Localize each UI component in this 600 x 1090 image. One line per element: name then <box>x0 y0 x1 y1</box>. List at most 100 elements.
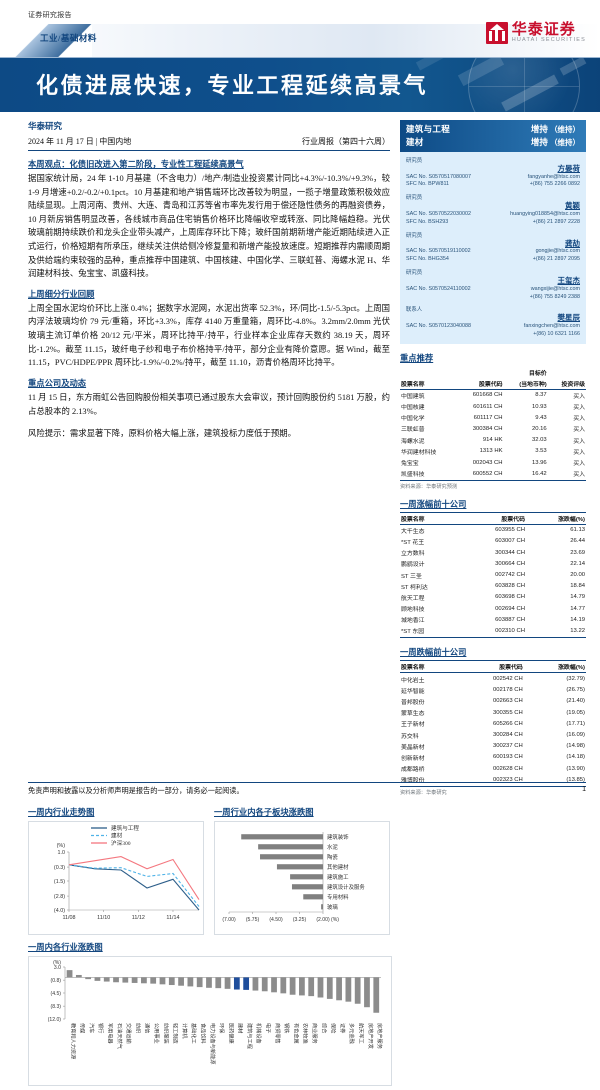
table-row: ST 柯利达 603828 CH 18.84 <box>400 581 586 592</box>
svg-text:电力设备与新能源: 电力设备与新能源 <box>209 1023 217 1065</box>
page-footer: 免责声明和披露以及分析师声明是报告的一部分，请务必一起阅读。 1 <box>0 782 600 800</box>
page-number: 1 <box>582 786 586 793</box>
section-heading-2: 重点公司及动态 <box>28 378 87 388</box>
vbar-chart-svg: 3.0(0.8)(4.5)(8.3)(12.0)(%)教育和人力资源 传媒 汽车 银行… <box>48 960 384 1065</box>
svg-text:(%): (%) <box>57 843 66 849</box>
svg-text:商贸零售: 商贸零售 <box>274 1023 282 1044</box>
gainers-title: 一周涨幅前十公司 <box>400 499 467 509</box>
cell-code: 603955 CH <box>495 527 525 534</box>
section-heading-0: 本周观点：化债旧改进入第二阶段，专业性工程延续高景气 <box>28 160 244 169</box>
report-doc-type: 行业周报（第四十六周） <box>302 137 390 146</box>
col-stock-name: 股票名称 <box>400 511 460 525</box>
cell-target: 20.16 <box>531 425 547 432</box>
cell-code: 1313 HK <box>479 448 503 455</box>
svg-text:建筑装饰: 建筑装饰 <box>327 833 349 841</box>
analyst-email[interactable]: huangying018854@htsc.com <box>510 210 580 217</box>
analyst-name[interactable]: 王玺杰 <box>557 275 581 285</box>
svg-text:传媒: 传媒 <box>79 1023 87 1034</box>
svg-text:有色金属: 有色金属 <box>292 1023 300 1044</box>
table-row: 城地香江 603887 CH 14.19 <box>400 614 586 625</box>
cell-name: 创新新材 <box>401 755 425 762</box>
svg-text:轻工制造: 轻工制造 <box>172 1023 180 1045</box>
cell-name: 航天工程 <box>401 595 425 602</box>
cell-name: 海螺水泥 <box>401 438 425 445</box>
cell-name: 大千生态 <box>401 528 425 535</box>
cell-name: 蒙草生态 <box>401 711 425 718</box>
cell-change: (32.79) <box>566 676 585 683</box>
cell-change: (19.05) <box>566 709 585 716</box>
analyst-email[interactable]: wangxijie@htsc.com <box>530 285 580 292</box>
cell-code: 300237 CH <box>492 743 523 750</box>
cell-target: 16.42 <box>503 468 548 482</box>
table-row: 兔宝宝 002043 CH 13.96 买入 <box>400 457 586 468</box>
losers-source: 资料来源：华泰研究 <box>400 789 447 796</box>
analyst-phone: +(86) 10 6321 1166 <box>533 330 580 337</box>
table-row: 中国核建 601611 CH 10.93 买入 <box>400 401 586 412</box>
cell-code: 300355 CH <box>492 709 523 716</box>
analyst-name[interactable]: 黄颖 <box>565 201 580 211</box>
svg-text:纺织服装: 纺织服装 <box>162 1023 170 1044</box>
cell-code: 605266 CH <box>492 720 523 727</box>
table-row: 鹏鹞设计 300664 CH 22.14 <box>400 558 586 569</box>
rating-industry: 建筑与工程 <box>406 124 451 134</box>
cell-name: 鹏鹞设计 <box>401 562 425 569</box>
svg-text:(2.8): (2.8) <box>54 894 65 900</box>
svg-text:(5.75): (5.75) <box>246 917 260 923</box>
rating-word: 增持 <box>530 124 548 134</box>
cell-name: ST 柯利达 <box>401 584 428 591</box>
col-stock-name: 股票名称 <box>400 660 456 674</box>
analyst-role: 研究员 <box>406 232 423 239</box>
svg-text:1.0: 1.0 <box>58 850 66 856</box>
table-row: 三联虹普 300384 CH 20.16 买入 <box>400 423 586 434</box>
analyst-name[interactable]: 方晏荷 <box>557 163 581 173</box>
cell-rating: 买入 <box>573 449 585 456</box>
cell-code: 002694 CH <box>495 605 525 612</box>
cell-name: 中国化学 <box>401 416 425 423</box>
cell-change: 61.13 <box>570 527 585 534</box>
rating-note: （维持） <box>550 125 580 134</box>
col-stock-code: 股票代码 <box>459 511 526 525</box>
table-row: *ST 东园 002310 CH 13.22 <box>400 625 586 639</box>
svg-text:专用材料: 专用材料 <box>327 893 349 901</box>
svg-text:农林牧渔: 农林牧渔 <box>302 1023 310 1044</box>
chart-card-trend: 一周内行业走势图 1.0 (0.3) (1.5) (2.8) (4.0) (%) 11/08… <box>28 800 204 935</box>
report-title: 化债进展快速，专业工程延续高景气 <box>36 73 429 98</box>
losers-table: 股票名称 股票代码 涨跌幅(%) 中化岩土 002542 CH (32.79) 延华… <box>400 660 586 788</box>
col-target-unit: (当地币种) <box>503 377 548 390</box>
header-kicker-bar: 证券研究报告 <box>0 0 600 24</box>
cell-target: 10.93 <box>531 403 547 410</box>
cell-change: 20.00 <box>570 572 585 579</box>
line-chart-svg: 1.0 (0.3) (1.5) (2.8) (4.0) (%) 11/08 11/10 11/1… <box>54 824 200 921</box>
cell-name: 华润建材科技 <box>401 449 437 456</box>
analyst-line: +(86) 10 6321 1166 <box>406 331 580 339</box>
table-row: 顾地科技 002694 CH 14.77 <box>400 603 586 614</box>
table-row: 雅博股份002323 CH(13.85) <box>400 774 586 788</box>
cell-name: 中国建筑 <box>401 393 425 400</box>
analyst-email[interactable]: fangyanhe@htsc.com <box>527 173 580 180</box>
globe-graphic-icon <box>468 58 580 112</box>
svg-text:其他建材: 其他建材 <box>327 863 349 871</box>
table-row: 成都路桥 002628 CH (13.90) <box>400 763 586 774</box>
cell-change: (21.40) <box>566 698 585 705</box>
svg-text:(3.25): (3.25) <box>293 917 307 923</box>
table-row: 创新新材 600193 CH (14.18) <box>400 752 586 763</box>
analyst-email[interactable]: gongjie@htsc.com <box>535 248 580 255</box>
cell-target: 32.03 <box>531 437 547 444</box>
analyst-email[interactable]: fanxingchen@htsc.com <box>523 323 580 330</box>
cell-change: (13.85) <box>523 774 586 788</box>
analyst-name[interactable]: 樊星辰 <box>557 313 581 323</box>
huatai-logo-mark-icon <box>485 22 508 44</box>
cell-rating: 买入 <box>573 461 585 467</box>
analyst-name[interactable]: 龚劼 <box>565 238 580 248</box>
cell-change: (14.98) <box>566 743 585 750</box>
cell-change: (26.75) <box>566 687 585 694</box>
cell-code: 002628 CH <box>492 765 523 772</box>
svg-text:(12.0): (12.0) <box>48 1017 62 1023</box>
section-heading-1: 上周细分行业回顾 <box>28 289 95 299</box>
svg-text:军用电器: 军用电器 <box>107 1023 115 1045</box>
analyst-entry: 研究员 王玺杰 SAC No. S0570524110002 wangxijie… <box>406 268 580 301</box>
table-row: 中国建筑 601668 CH 8.37 买入 <box>400 389 586 401</box>
losers-title: 一周跌幅前十公司 <box>400 648 467 658</box>
analyst-line: SAC No. S0570522030002 huangying018854@h… <box>406 211 580 219</box>
svg-text:石油天然气: 石油天然气 <box>116 1023 124 1049</box>
